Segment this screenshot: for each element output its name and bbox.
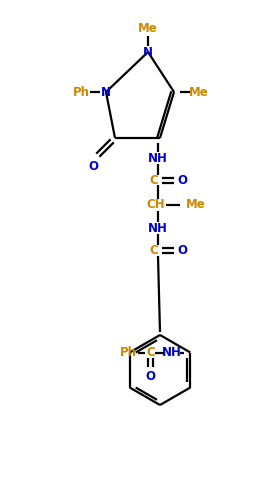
Text: C: C xyxy=(146,346,155,359)
Text: NH: NH xyxy=(148,222,168,235)
Text: N: N xyxy=(101,85,111,99)
Text: Ph: Ph xyxy=(120,346,137,359)
Text: C: C xyxy=(150,173,158,186)
Text: Me: Me xyxy=(186,199,206,212)
Text: CH: CH xyxy=(147,199,165,212)
Text: O: O xyxy=(177,173,187,186)
Text: N: N xyxy=(143,45,153,58)
Text: C: C xyxy=(150,243,158,256)
Text: Ph: Ph xyxy=(73,85,90,99)
Text: O: O xyxy=(88,159,98,172)
Text: NH: NH xyxy=(148,152,168,165)
Text: Me: Me xyxy=(138,22,158,34)
Text: O: O xyxy=(145,370,155,383)
Text: NH: NH xyxy=(162,346,182,359)
Text: Me: Me xyxy=(189,85,209,99)
Text: O: O xyxy=(177,243,187,256)
